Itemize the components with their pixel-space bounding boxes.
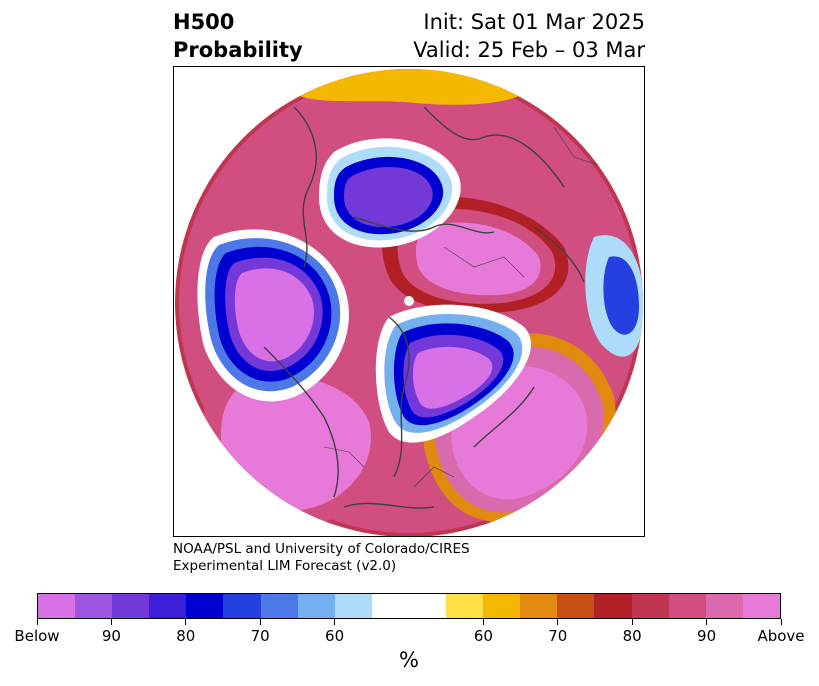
map-title: H500 Probability (173, 8, 303, 64)
probability-map (173, 66, 645, 537)
colorbar-tick (631, 619, 633, 625)
colorbar-segment (631, 594, 669, 618)
colorbar-tick-label: 80 (622, 627, 642, 645)
colorbar-tick-label: 70 (250, 627, 270, 645)
colorbar-segment (483, 594, 521, 618)
colorbar-segment (446, 594, 484, 618)
colorbar-segment (594, 594, 632, 618)
title-line-1: H500 (173, 10, 235, 34)
colorbar-tick (185, 619, 187, 625)
borders (323, 126, 605, 488)
credit-line-2: Experimental LIM Forecast (v2.0) (173, 558, 397, 574)
colorbar (37, 593, 781, 619)
colorbar-segment (149, 594, 187, 618)
colorbar-segment (334, 594, 372, 618)
colorbar-segment (371, 594, 409, 618)
colorbar-unit: % (399, 648, 419, 672)
colorbar-tick-label: Above (757, 627, 805, 645)
colorbar-tick-label: 90 (101, 627, 121, 645)
colorbar-tick (334, 619, 336, 625)
above-band-top (284, 69, 534, 105)
credit-text: NOAA/PSL and University of Colorado/CIRE… (173, 541, 470, 575)
colorbar-segment (260, 594, 298, 618)
colorbar-tick (110, 619, 112, 625)
init-date: Init: Sat 01 Mar 2025 (423, 10, 645, 34)
colorbar-tick-label: 80 (176, 627, 196, 645)
forecast-dates: Init: Sat 01 Mar 2025 Valid: 25 Feb – 03… (413, 8, 645, 64)
colorbar-tick (36, 619, 38, 625)
colorbar-segment (742, 594, 780, 618)
colorbar-tick-label: Below (14, 627, 60, 645)
pole-marker (404, 296, 414, 306)
colorbar-segment (75, 594, 113, 618)
coastlines (263, 106, 585, 509)
colorbar-segment (186, 594, 224, 618)
colorbar-tick-label: 60 (473, 627, 493, 645)
colorbar-tick (706, 619, 708, 625)
colorbar-segment (223, 594, 261, 618)
colorbar-segment (297, 594, 335, 618)
colorbar-tick-label: 90 (697, 627, 717, 645)
colorbar-tick (259, 619, 261, 625)
colorbar-tick (482, 619, 484, 625)
colorbar-segment (112, 594, 150, 618)
colorbar-segment (520, 594, 558, 618)
colorbar-tick (557, 619, 559, 625)
credit-line-1: NOAA/PSL and University of Colorado/CIRE… (173, 541, 470, 557)
colorbar-segment (557, 594, 595, 618)
colorbar-segment (705, 594, 743, 618)
colorbar-tick (780, 619, 782, 625)
colorbar-tick-label: 60 (325, 627, 345, 645)
colorbar-segment (668, 594, 706, 618)
colorbar-segment (38, 594, 76, 618)
title-line-2: Probability (173, 38, 303, 62)
colorbar-segment (408, 594, 447, 618)
colorbar-tick-label: 70 (548, 627, 568, 645)
valid-range: Valid: 25 Feb – 03 Mar (413, 38, 645, 62)
